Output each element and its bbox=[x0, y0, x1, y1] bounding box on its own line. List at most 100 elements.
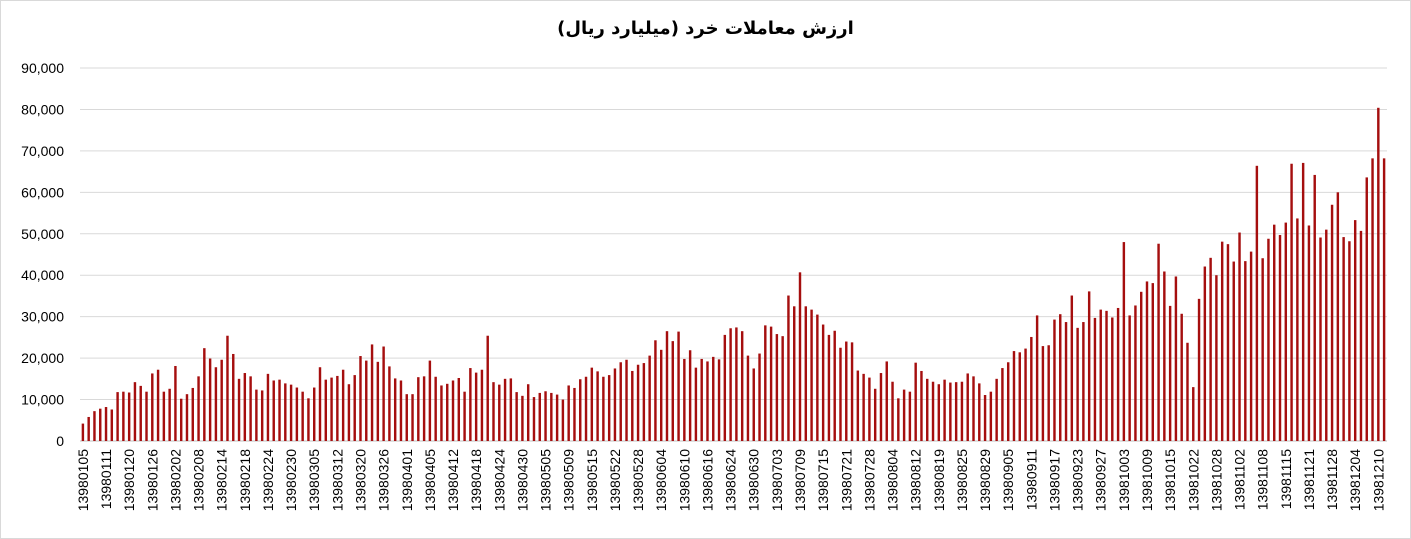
bar bbox=[428, 360, 432, 441]
bar bbox=[313, 387, 316, 441]
x-tick-label: 13980430 bbox=[514, 449, 530, 512]
bar bbox=[1082, 322, 1085, 441]
bar bbox=[642, 363, 646, 441]
bar bbox=[949, 382, 952, 441]
x-tick-label: 13980923 bbox=[1070, 449, 1086, 512]
bar bbox=[440, 385, 443, 441]
bar bbox=[1371, 158, 1374, 441]
bar bbox=[972, 376, 975, 441]
x-tick-label: 13980905 bbox=[1000, 449, 1016, 512]
bar bbox=[162, 391, 166, 441]
x-tick-label: 13980230 bbox=[283, 449, 299, 512]
bar bbox=[550, 392, 553, 441]
bar bbox=[648, 355, 651, 441]
bar bbox=[446, 383, 449, 441]
bar bbox=[1116, 307, 1120, 441]
bar bbox=[1313, 174, 1316, 441]
bar bbox=[671, 341, 674, 441]
bar bbox=[960, 381, 964, 441]
bar bbox=[764, 325, 767, 441]
x-tick-label: 13980728 bbox=[861, 449, 877, 512]
bar bbox=[185, 394, 189, 441]
bar bbox=[555, 394, 559, 441]
bar bbox=[966, 373, 969, 441]
bar bbox=[1261, 258, 1264, 441]
bar bbox=[1244, 261, 1247, 441]
bar bbox=[526, 384, 530, 441]
bar bbox=[1197, 298, 1201, 441]
bar bbox=[1145, 281, 1149, 441]
x-tick-label: 13980709 bbox=[792, 449, 808, 512]
bar bbox=[798, 272, 802, 441]
bar bbox=[827, 334, 831, 441]
bar bbox=[1348, 241, 1351, 441]
y-tick-label: 60,000 bbox=[21, 184, 64, 200]
bar bbox=[156, 369, 160, 441]
x-tick-label: 13981009 bbox=[1139, 449, 1155, 512]
bar bbox=[619, 362, 622, 441]
x-tick-label: 13980703 bbox=[769, 449, 785, 512]
bar bbox=[249, 376, 252, 441]
bar bbox=[81, 423, 85, 441]
x-tick-label: 13980819 bbox=[931, 449, 947, 512]
x-tick-label: 13981115 bbox=[1278, 449, 1294, 509]
y-tick-label: 40,000 bbox=[21, 267, 64, 283]
bar bbox=[255, 389, 258, 441]
x-tick-label: 13980927 bbox=[1093, 449, 1109, 512]
bar bbox=[781, 336, 784, 441]
bar bbox=[891, 381, 894, 441]
bar bbox=[1053, 319, 1056, 441]
bar bbox=[1377, 107, 1380, 441]
bar bbox=[804, 306, 808, 441]
x-tick-label: 13981128 bbox=[1324, 449, 1340, 510]
bar bbox=[463, 391, 466, 441]
bar bbox=[544, 391, 547, 441]
bar bbox=[602, 376, 605, 441]
bar bbox=[596, 371, 599, 441]
bar bbox=[769, 326, 773, 441]
bar bbox=[341, 369, 345, 441]
x-tick-label: 13980320 bbox=[352, 449, 368, 512]
bar bbox=[1301, 162, 1305, 441]
bar bbox=[839, 347, 842, 441]
bar bbox=[607, 375, 611, 441]
bar bbox=[665, 331, 669, 441]
y-tick-label: 70,000 bbox=[21, 143, 64, 159]
bar bbox=[1382, 158, 1386, 441]
bar bbox=[191, 387, 194, 441]
bar bbox=[1296, 218, 1299, 441]
x-tick-label: 13980105 bbox=[75, 449, 91, 512]
x-tick-label: 13981210 bbox=[1370, 449, 1386, 512]
bar bbox=[1018, 352, 1021, 441]
x-tick-label: 13981108 bbox=[1255, 449, 1271, 510]
bar bbox=[1342, 237, 1345, 441]
y-tick-label: 90,000 bbox=[21, 60, 64, 76]
bar bbox=[914, 362, 917, 441]
bar bbox=[139, 385, 142, 441]
bar bbox=[931, 381, 935, 441]
bar bbox=[307, 398, 310, 441]
bar bbox=[1024, 348, 1027, 441]
bar bbox=[480, 369, 484, 441]
bar bbox=[1064, 322, 1068, 441]
x-tick-label: 13981015 bbox=[1162, 449, 1178, 512]
bar bbox=[457, 378, 461, 441]
bar bbox=[561, 399, 565, 441]
x-tick-label: 13980326 bbox=[376, 449, 392, 512]
bar bbox=[237, 378, 241, 441]
bar bbox=[451, 380, 455, 441]
bar bbox=[1319, 237, 1322, 441]
bar bbox=[706, 361, 709, 441]
bar bbox=[492, 382, 495, 441]
bar bbox=[498, 384, 501, 441]
bar bbox=[1105, 310, 1108, 441]
bar bbox=[289, 384, 293, 441]
x-tick-label: 13980715 bbox=[815, 449, 831, 512]
bar bbox=[1307, 225, 1311, 441]
chart-title: ارزش معاملات خرد (میلیارد ریال) bbox=[557, 18, 854, 39]
bar bbox=[954, 382, 958, 441]
bar bbox=[1232, 261, 1235, 441]
bar bbox=[1093, 317, 1097, 441]
